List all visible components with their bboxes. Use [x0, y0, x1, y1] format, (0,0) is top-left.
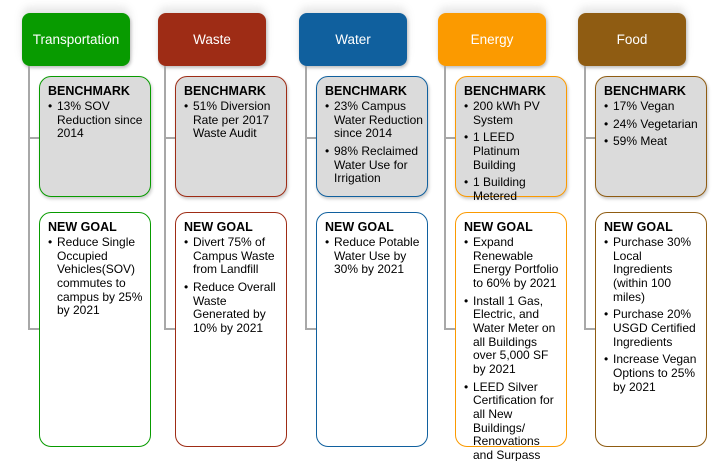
category-header-waste: Waste [158, 13, 266, 66]
connector-line [164, 66, 166, 329]
benchmark-heading: BENCHMARK [184, 84, 266, 98]
category-header-transportation: Transportation [22, 13, 130, 66]
new-goal-box: NEW GOAL Divert 75% of Campus Waste from… [175, 212, 287, 447]
new-goal-box: NEW GOAL Reduce Potable Water Use by 30%… [316, 212, 428, 447]
benchmark-item: 98% Reclaimed Water Use for Irrigation [325, 144, 423, 186]
connector-line [28, 66, 30, 329]
category-title: Energy [470, 32, 514, 47]
new-goal-item: Install 1 Gas, Electric, and Water Meter… [464, 294, 562, 377]
benchmark-list: 23% Campus Water Reduction since 2014 98… [325, 99, 423, 186]
category-header-energy: Energy [438, 13, 546, 66]
category-column-transportation: Transportation BENCHMARK 13% SOV Reducti… [22, 0, 156, 461]
benchmark-list: 200 kWh PV System 1 LEED Platinum Buildi… [464, 99, 562, 204]
category-title: Water [335, 32, 371, 47]
benchmark-item: 51% Diversion Rate per 2017 Waste Audit [184, 99, 282, 141]
benchmark-box: BENCHMARK 17% Vegan 24% Vegetarian 59% M… [595, 76, 707, 197]
benchmark-item: 1 Building Metered [464, 175, 562, 203]
new-goal-item: Reduce Potable Water Use by 30% by 2021 [325, 235, 423, 277]
connector-tick [584, 137, 596, 139]
benchmark-box: BENCHMARK 23% Campus Water Reduction sin… [316, 76, 428, 197]
category-column-food: Food BENCHMARK 17% Vegan 24% Vegetarian … [578, 0, 712, 461]
new-goal-item: Reduce Single Occupied Vehicles(SOV) com… [48, 235, 146, 318]
category-column-water: Water BENCHMARK 23% Campus Water Reducti… [299, 0, 433, 461]
category-title: Transportation [32, 32, 120, 47]
new-goal-heading: NEW GOAL [464, 220, 533, 234]
benchmark-box: BENCHMARK 51% Diversion Rate per 2017 Wa… [175, 76, 287, 197]
benchmark-box: BENCHMARK 200 kWh PV System 1 LEED Plati… [455, 76, 567, 203]
new-goal-heading: NEW GOAL [48, 220, 117, 234]
new-goal-list: Expand Renewable Energy Portfolio to 60%… [464, 235, 562, 461]
connector-tick [28, 328, 40, 330]
connector-tick [444, 328, 456, 330]
benchmark-heading: BENCHMARK [325, 84, 407, 98]
benchmark-heading: BENCHMARK [464, 84, 546, 98]
new-goal-heading: NEW GOAL [325, 220, 394, 234]
new-goal-item: Reduce Overall Waste Generated by 10% by… [184, 280, 282, 336]
benchmark-list: 51% Diversion Rate per 2017 Waste Audit [184, 99, 282, 141]
connector-tick [584, 328, 596, 330]
category-column-waste: Waste BENCHMARK 51% Diversion Rate per 2… [158, 0, 292, 461]
new-goal-box: NEW GOAL Purchase 30% Local Ingredients … [595, 212, 707, 447]
new-goal-box: NEW GOAL Reduce Single Occupied Vehicles… [39, 212, 151, 447]
new-goal-heading: NEW GOAL [184, 220, 253, 234]
connector-line [584, 66, 586, 329]
connector-line [305, 66, 307, 329]
category-header-food: Food [578, 13, 686, 66]
connector-tick [305, 137, 317, 139]
benchmark-item: 59% Meat [604, 135, 702, 149]
new-goal-item: Purchase 30% Local Ingredients (within 1… [604, 235, 702, 304]
category-header-water: Water [299, 13, 407, 66]
benchmark-item: 1 LEED Platinum Building [464, 131, 562, 172]
new-goal-box: NEW GOAL Expand Renewable Energy Portfol… [455, 212, 567, 461]
connector-tick [164, 328, 176, 330]
category-column-energy: Energy BENCHMARK 200 kWh PV System 1 LEE… [438, 0, 572, 461]
new-goal-item: Divert 75% of Campus Waste from Landfill [184, 235, 282, 277]
benchmark-item: 24% Vegetarian [604, 117, 702, 132]
new-goal-list: Divert 75% of Campus Waste from Landfill… [184, 235, 282, 336]
connector-tick [28, 137, 40, 139]
new-goal-list: Purchase 30% Local Ingredients (within 1… [604, 235, 702, 394]
category-title: Food [616, 32, 648, 47]
new-goal-item: Expand Renewable Energy Portfolio to 60%… [464, 235, 562, 291]
benchmark-heading: BENCHMARK [48, 84, 130, 98]
benchmark-item: 17% Vegan [604, 99, 702, 114]
new-goal-heading: NEW GOAL [604, 220, 673, 234]
new-goal-item: LEED Silver Certification for all New Bu… [464, 380, 562, 461]
benchmark-list: 13% SOV Reduction since 2014 [48, 99, 146, 141]
new-goal-list: Reduce Single Occupied Vehicles(SOV) com… [48, 235, 146, 318]
category-title: Waste [193, 32, 231, 47]
new-goal-item: Increase Vegan Options to 25% by 2021 [604, 353, 702, 394]
benchmark-list: 17% Vegan 24% Vegetarian 59% Meat [604, 99, 702, 149]
connector-tick [305, 328, 317, 330]
benchmark-item: 200 kWh PV System [464, 99, 562, 127]
new-goal-list: Reduce Potable Water Use by 30% by 2021 [325, 235, 423, 277]
benchmark-item: 13% SOV Reduction since 2014 [48, 99, 146, 141]
connector-tick [164, 137, 176, 139]
new-goal-item: Purchase 20% USGD Certified Ingredients [604, 308, 702, 349]
benchmark-box: BENCHMARK 13% SOV Reduction since 2014 [39, 76, 151, 197]
connector-line [444, 66, 446, 329]
benchmark-heading: BENCHMARK [604, 84, 686, 98]
connector-tick [444, 137, 456, 139]
benchmark-item: 23% Campus Water Reduction since 2014 [325, 99, 423, 141]
